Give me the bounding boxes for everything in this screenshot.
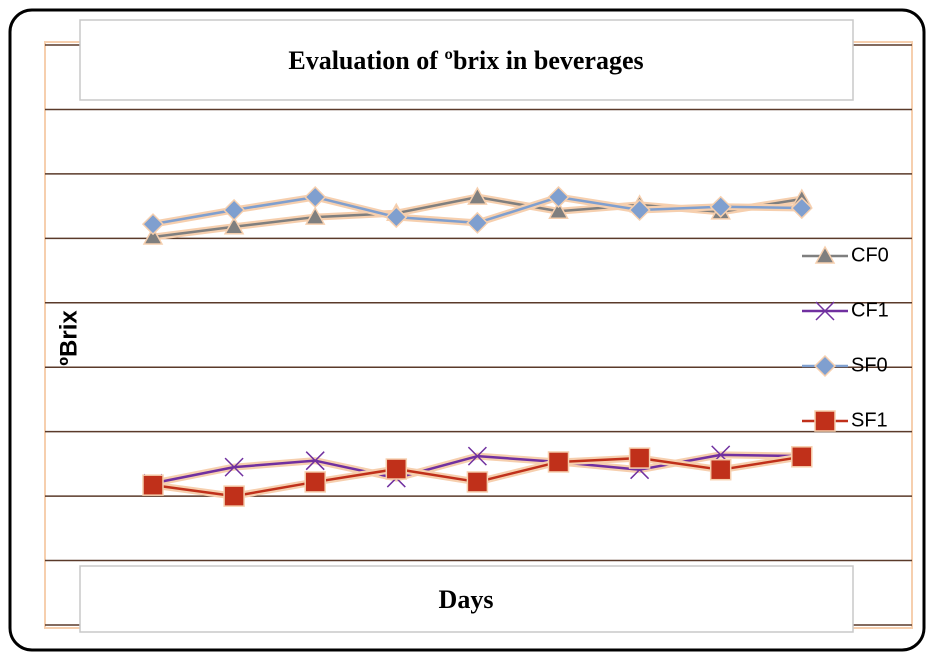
marker	[815, 301, 835, 321]
marker	[547, 186, 570, 209]
marker	[813, 354, 837, 378]
marker	[385, 458, 408, 480]
marker	[791, 446, 813, 468]
marker	[466, 211, 489, 234]
marker	[224, 457, 244, 477]
marker	[142, 226, 164, 245]
legend: CF0 CF1 SF0 SF1	[802, 244, 889, 432]
marker	[223, 485, 245, 507]
lines	[141, 186, 813, 507]
marker	[628, 198, 651, 222]
marker	[305, 451, 325, 471]
marker	[709, 458, 732, 481]
marker	[385, 206, 408, 229]
legend-label: CF0	[851, 244, 889, 266]
marker	[223, 198, 246, 222]
marker	[142, 474, 164, 496]
plot-area	[44, 41, 913, 629]
y-axis-label: ºBrix	[55, 310, 82, 366]
marker	[814, 410, 836, 432]
marker	[223, 216, 245, 235]
marker	[467, 186, 488, 205]
marker	[709, 195, 732, 218]
x-axis-label: Days	[439, 585, 494, 614]
marker	[304, 471, 326, 493]
marker	[466, 471, 489, 493]
x-label-box	[79, 565, 854, 633]
marker	[547, 451, 570, 473]
title-box	[79, 19, 854, 101]
marker	[548, 200, 569, 220]
legend-label: CF1	[851, 299, 889, 321]
marker	[304, 206, 326, 225]
marker	[628, 447, 651, 469]
marker	[814, 245, 836, 264]
legend-label: SF0	[851, 354, 888, 376]
legend-label: SF1	[851, 409, 888, 431]
chart-title: Evaluation of ºbrix in beverages	[288, 46, 643, 75]
marker	[304, 186, 327, 209]
marker	[141, 213, 165, 236]
marker	[790, 196, 813, 220]
marker	[467, 446, 487, 466]
